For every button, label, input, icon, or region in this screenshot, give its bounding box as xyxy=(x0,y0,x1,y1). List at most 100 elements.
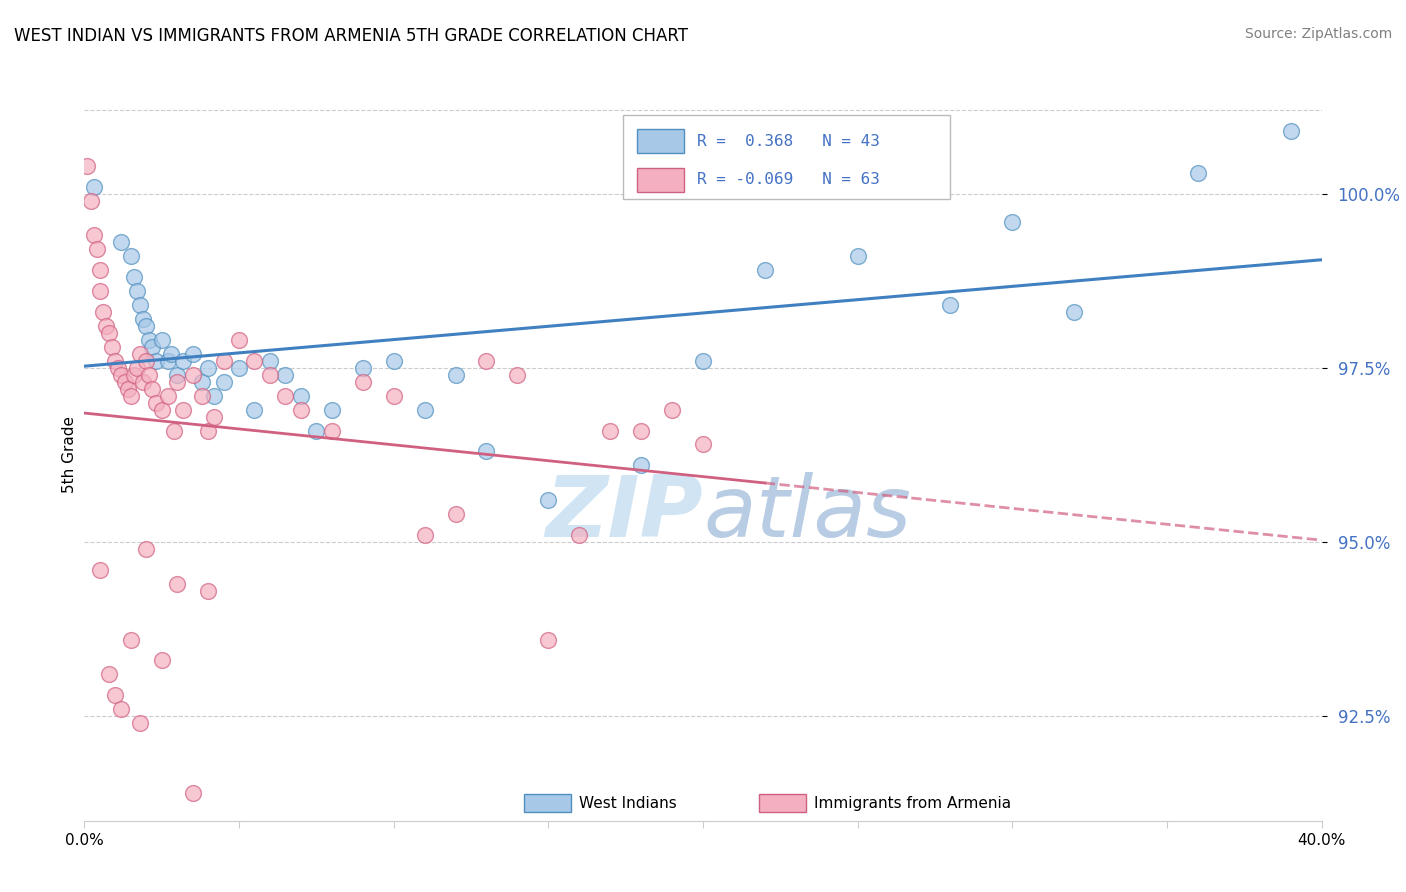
Point xyxy=(122,270,145,285)
Point xyxy=(129,716,152,731)
Point xyxy=(274,368,297,382)
Point xyxy=(599,424,621,438)
Point xyxy=(98,326,121,340)
Point xyxy=(191,389,214,403)
Text: 0.0%: 0.0% xyxy=(65,833,104,848)
Point xyxy=(290,402,312,417)
Point xyxy=(110,235,132,250)
Text: 40.0%: 40.0% xyxy=(1298,833,1346,848)
Point xyxy=(138,333,160,347)
Point xyxy=(290,389,312,403)
Point xyxy=(939,298,962,312)
Point xyxy=(191,375,214,389)
Point xyxy=(506,368,529,382)
Point xyxy=(150,333,173,347)
Y-axis label: 5th Grade: 5th Grade xyxy=(62,417,77,493)
Text: R = -0.069   N = 63: R = -0.069 N = 63 xyxy=(697,172,880,187)
Point xyxy=(202,389,225,403)
Point xyxy=(259,368,281,382)
Point xyxy=(692,354,714,368)
Point xyxy=(135,541,157,556)
Point xyxy=(141,382,163,396)
Point xyxy=(172,354,194,368)
Point xyxy=(444,368,467,382)
Point xyxy=(172,402,194,417)
Point xyxy=(212,375,235,389)
Point xyxy=(129,347,152,361)
Point xyxy=(568,528,591,542)
Point xyxy=(125,360,148,375)
Point xyxy=(120,249,142,263)
Point xyxy=(228,360,250,375)
Point xyxy=(259,354,281,368)
Point xyxy=(197,583,219,598)
Point xyxy=(110,368,132,382)
FancyBboxPatch shape xyxy=(637,169,685,192)
Point xyxy=(181,347,204,361)
Point xyxy=(352,375,374,389)
Point xyxy=(114,375,136,389)
Text: WEST INDIAN VS IMMIGRANTS FROM ARMENIA 5TH GRADE CORRELATION CHART: WEST INDIAN VS IMMIGRANTS FROM ARMENIA 5… xyxy=(14,27,688,45)
Point xyxy=(197,360,219,375)
Point xyxy=(120,389,142,403)
Point xyxy=(321,424,343,438)
Point xyxy=(166,576,188,591)
Point xyxy=(160,347,183,361)
Point xyxy=(475,444,498,458)
Point xyxy=(107,360,129,375)
Text: West Indians: West Indians xyxy=(579,796,678,811)
Point xyxy=(475,354,498,368)
Point xyxy=(413,402,436,417)
FancyBboxPatch shape xyxy=(623,115,950,199)
Point xyxy=(305,424,328,438)
Point xyxy=(135,319,157,334)
Point xyxy=(145,354,167,368)
Point xyxy=(91,305,114,319)
Text: R =  0.368   N = 43: R = 0.368 N = 43 xyxy=(697,134,880,149)
Point xyxy=(197,424,219,438)
Point xyxy=(129,298,152,312)
Point xyxy=(122,368,145,382)
Point xyxy=(1187,166,1209,180)
Point xyxy=(352,360,374,375)
Point xyxy=(321,402,343,417)
Point xyxy=(89,563,111,577)
Point xyxy=(104,354,127,368)
Point xyxy=(76,159,98,173)
Point xyxy=(132,312,155,326)
Point xyxy=(135,354,157,368)
Point xyxy=(537,632,560,647)
Point xyxy=(156,354,179,368)
Point xyxy=(150,653,173,667)
Point xyxy=(692,437,714,451)
FancyBboxPatch shape xyxy=(637,129,685,153)
Point xyxy=(89,263,111,277)
Point xyxy=(228,333,250,347)
Point xyxy=(382,389,405,403)
Point xyxy=(444,507,467,521)
Point xyxy=(79,194,101,208)
FancyBboxPatch shape xyxy=(759,794,806,812)
Point xyxy=(125,284,148,298)
Text: atlas: atlas xyxy=(703,472,911,555)
Point xyxy=(145,395,167,409)
Point xyxy=(83,228,105,243)
FancyBboxPatch shape xyxy=(523,794,571,812)
Point xyxy=(1001,214,1024,228)
Point xyxy=(754,263,776,277)
Point xyxy=(86,243,108,257)
Point xyxy=(1279,124,1302,138)
Point xyxy=(117,382,139,396)
Point xyxy=(212,354,235,368)
Point xyxy=(132,375,155,389)
Point xyxy=(156,389,179,403)
Point xyxy=(101,340,124,354)
Text: Immigrants from Armenia: Immigrants from Armenia xyxy=(814,796,1011,811)
Point xyxy=(243,402,266,417)
Point xyxy=(166,375,188,389)
Point xyxy=(181,368,204,382)
Text: ZIP: ZIP xyxy=(546,472,703,555)
Point xyxy=(163,424,186,438)
Point xyxy=(202,409,225,424)
Point xyxy=(110,702,132,716)
